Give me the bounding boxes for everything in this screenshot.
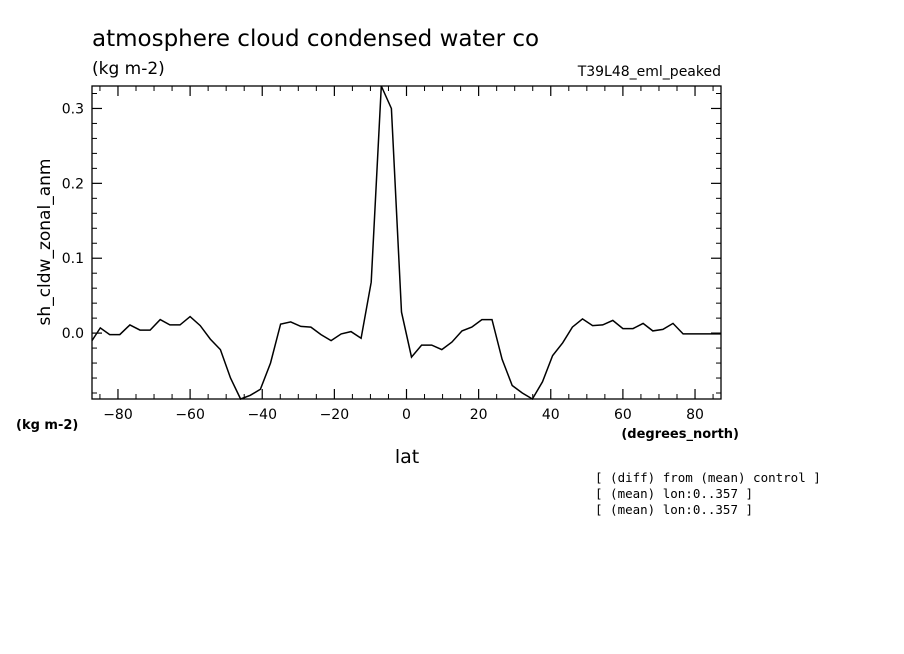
y-axis-label: sh_cldw_zonal_anm [35, 159, 55, 326]
note-line-2: [ (mean) lon:0..357 ] [595, 486, 753, 501]
y-tick-label: 0.1 [62, 251, 84, 267]
series-points [92, 86, 721, 399]
chart-units: (kg m-2) [92, 59, 165, 79]
x-tick-label: −40 [247, 407, 277, 423]
x-tick-label: 0 [402, 407, 411, 423]
x-axis-label: lat [395, 446, 419, 468]
x-tick-label: 20 [470, 407, 488, 423]
x-tick-label: −80 [103, 407, 133, 423]
x-tick-label: 40 [542, 407, 560, 423]
series-line [91, 85, 721, 401]
x-tick-label: 60 [614, 407, 632, 423]
x-tick-label: 80 [686, 407, 704, 423]
y-axis-ticks [92, 92, 721, 394]
note-line-3: [ (mean) lon:0..357 ] [595, 502, 753, 517]
x-axis-tick-labels: −80 −60 −40 −20 0 20 40 60 80 [103, 407, 704, 423]
y-tick-label: 0.0 [62, 326, 84, 342]
note-line-1: [ (diff) from (mean) control ] [595, 470, 821, 485]
x-tick-label: −20 [320, 407, 350, 423]
experiment-label: T39L48_eml_peaked [577, 64, 721, 80]
y-axis-tick-labels: 0.0 0.1 0.2 0.3 [62, 101, 84, 342]
chart-title: atmosphere cloud condensed water co [92, 26, 539, 52]
plot-frame [91, 85, 722, 400]
x-axis-units: (degrees_north) [621, 427, 739, 442]
x-axis-ticks [99, 86, 714, 399]
x-tick-label: −60 [175, 407, 205, 423]
y-tick-label: 0.3 [62, 101, 84, 117]
y-axis-units: (kg m-2) [16, 418, 78, 433]
y-tick-label: 0.2 [62, 176, 84, 192]
